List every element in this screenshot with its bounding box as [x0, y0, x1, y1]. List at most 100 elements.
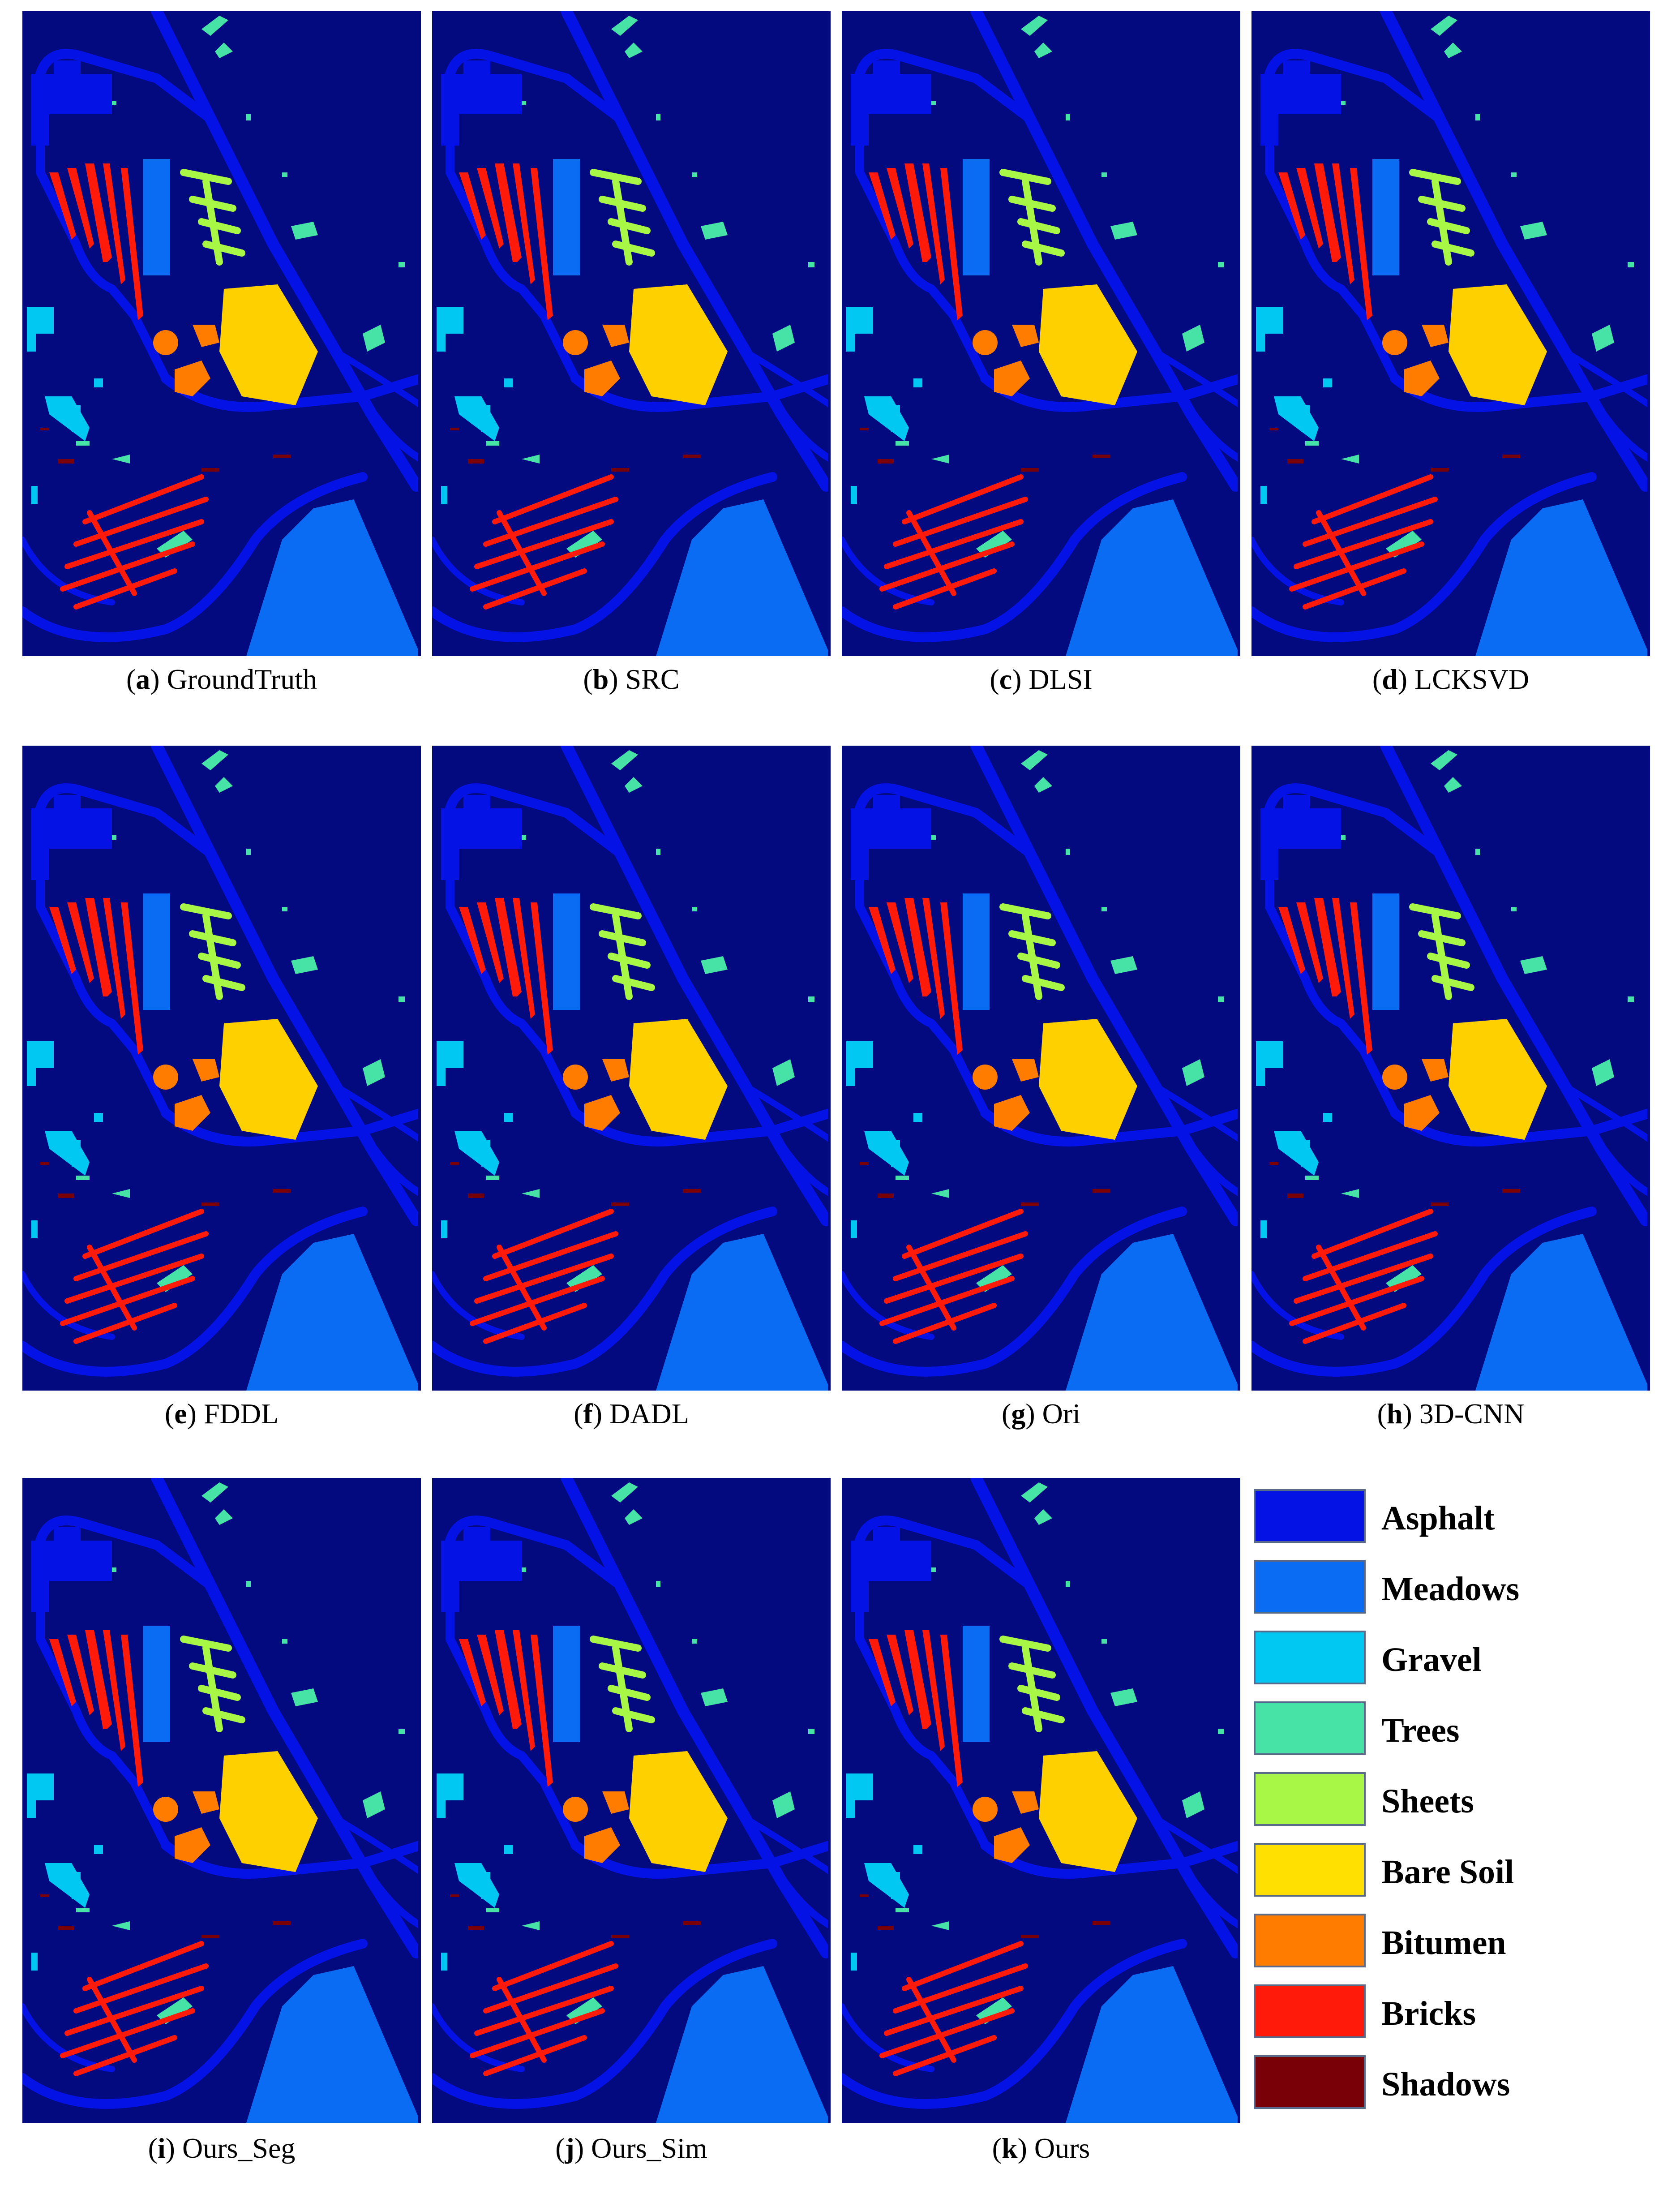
- bare-soil: [629, 284, 728, 405]
- bitumen: [1382, 325, 1449, 396]
- trees: [486, 1482, 814, 2024]
- bricks-top: [869, 1630, 963, 1787]
- classification-map: [432, 11, 831, 656]
- legend-label: Bitumen: [1381, 1924, 1506, 1962]
- bricks-bottom: [879, 1941, 1028, 2076]
- panel-f: [432, 746, 831, 1391]
- gravel: [846, 1041, 922, 1238]
- panel-method-name: GroundTruth: [167, 663, 317, 695]
- panel-method-name: Ours_Seg: [182, 2132, 296, 2164]
- asphalt-block: [441, 74, 522, 146]
- asphalt-block: [851, 808, 931, 880]
- legend-item-asphalt: Asphalt: [1254, 1489, 1657, 1547]
- shadows: [1269, 428, 1520, 472]
- panel-letter: g: [1011, 1398, 1026, 1430]
- bare-soil: [219, 284, 318, 405]
- legend-swatch-meadows: [1254, 1560, 1366, 1614]
- panel-a: [22, 11, 421, 656]
- bitumen: [563, 1059, 629, 1131]
- sheets: [999, 1636, 1065, 1732]
- bricks-top: [1278, 163, 1372, 320]
- meadows-field: [656, 499, 831, 656]
- asphalt-block: [31, 808, 112, 880]
- bricks-top: [869, 163, 963, 320]
- panel-caption: (k) Ours: [992, 2132, 1090, 2164]
- legend-swatch-bare-soil: [1254, 1843, 1366, 1897]
- sheets: [180, 903, 245, 1000]
- panel-letter: b: [592, 663, 609, 695]
- legend-label: Sheets: [1381, 1782, 1474, 1820]
- legend-item-shadows: Shadows: [1254, 2055, 1657, 2113]
- sheets: [590, 169, 655, 266]
- legend-item-bare-soil: Bare Soil: [1254, 1843, 1657, 1901]
- panel-method-name: DLSI: [1029, 663, 1093, 695]
- bitumen: [563, 1791, 629, 1863]
- meadows-strip: [1372, 893, 1399, 1010]
- asphalt-block: [1260, 74, 1341, 146]
- legend-swatch-trees: [1254, 1701, 1366, 1755]
- gravel: [437, 307, 513, 504]
- meadows-field: [246, 1234, 421, 1391]
- meadows-field: [246, 1966, 421, 2123]
- legend-swatch-bricks: [1254, 1984, 1366, 2038]
- gravel: [846, 1773, 922, 1971]
- classification-map: [432, 746, 831, 1391]
- panel-method-name: SRC: [625, 663, 680, 695]
- panel-k: [842, 1478, 1240, 2123]
- bricks-bottom: [470, 474, 618, 610]
- panel-method-name: DADL: [609, 1398, 689, 1430]
- bare-soil: [1449, 1019, 1547, 1140]
- panel-caption: (h) 3D-CNN: [1377, 1398, 1525, 1430]
- sheets: [1409, 169, 1474, 266]
- sheets: [999, 169, 1065, 266]
- bitumen: [153, 1059, 219, 1131]
- panel-c: [842, 11, 1240, 656]
- sheets: [590, 903, 655, 1000]
- shadows: [40, 428, 291, 472]
- meadows-strip: [553, 159, 580, 275]
- bitumen: [563, 325, 629, 396]
- shadows: [860, 1162, 1110, 1206]
- legend-label: Gravel: [1381, 1641, 1482, 1679]
- bare-soil: [1039, 1019, 1137, 1140]
- gravel: [437, 1773, 513, 1971]
- shadows: [40, 1162, 291, 1206]
- shadows: [40, 1894, 291, 1938]
- bricks-bottom: [60, 1941, 209, 2076]
- asphalt-roads: [432, 11, 831, 642]
- legend-item-sheets: Sheets: [1254, 1772, 1657, 1830]
- meadows-strip: [143, 893, 170, 1010]
- classification-map: [842, 11, 1240, 656]
- shadows: [860, 428, 1110, 472]
- panel-caption: (c) DLSI: [990, 663, 1093, 695]
- trees: [486, 16, 814, 558]
- meadows-field: [1475, 1234, 1650, 1391]
- trees: [76, 16, 405, 558]
- asphalt-block: [31, 1541, 112, 1612]
- meadows-strip: [553, 1626, 580, 1742]
- meadows-strip: [963, 893, 990, 1010]
- sheets: [1409, 903, 1474, 1000]
- panel-g: [842, 746, 1240, 1391]
- meadows-field: [1066, 1966, 1240, 2123]
- legend-item-trees: Trees: [1254, 1701, 1657, 1760]
- legend-swatch-gravel: [1254, 1631, 1366, 1684]
- panel-letter: c: [999, 663, 1012, 695]
- bricks-top: [49, 163, 143, 320]
- bricks-top: [459, 1630, 553, 1787]
- classification-map: [22, 11, 421, 656]
- meadows-field: [656, 1234, 831, 1391]
- gravel: [27, 1041, 103, 1238]
- bricks-top: [1278, 898, 1372, 1055]
- panel-letter: a: [136, 663, 150, 695]
- panel-letter: i: [157, 2132, 166, 2164]
- meadows-field: [1066, 499, 1240, 656]
- bricks-top: [869, 898, 963, 1055]
- panel-caption: (b) SRC: [583, 663, 680, 695]
- gravel: [437, 1041, 513, 1238]
- shadows: [450, 428, 701, 472]
- panel-i: [22, 1478, 421, 2123]
- panel-caption: (j) Ours_Sim: [555, 2132, 707, 2164]
- legend-item-gravel: Gravel: [1254, 1631, 1657, 1689]
- sheets: [590, 1636, 655, 1732]
